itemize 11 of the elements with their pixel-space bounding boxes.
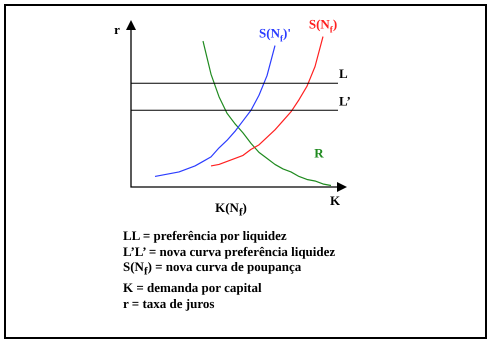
text: r = taxa de juros bbox=[123, 296, 216, 312]
ref-line-label: L bbox=[339, 66, 348, 82]
text: K(N$_{f}$) bbox=[214, 200, 248, 219]
series-label: R bbox=[314, 145, 324, 160]
text: L’L’ = nova curva preferência liquidez bbox=[123, 244, 336, 259]
text: K = demanda por capital bbox=[123, 280, 263, 296]
text: LL = preferência por liquidez bbox=[123, 228, 288, 244]
ref-line-label: L’ bbox=[339, 93, 351, 108]
y-axis-title: r bbox=[114, 22, 120, 37]
text: S(N$_{f}$) = nova curva de poupança bbox=[123, 259, 302, 280]
x-axis-title: K bbox=[330, 193, 341, 208]
